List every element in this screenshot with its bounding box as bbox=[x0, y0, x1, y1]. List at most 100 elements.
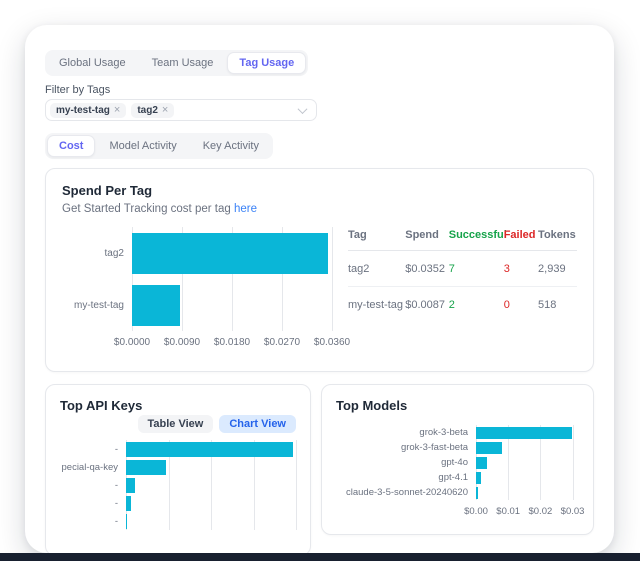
tab-team-usage[interactable]: Team Usage bbox=[151, 57, 214, 69]
bar bbox=[476, 486, 478, 499]
tab-tag-usage[interactable]: Tag Usage bbox=[227, 52, 307, 74]
tab-global-usage[interactable]: Global Usage bbox=[59, 57, 126, 69]
top-models-card: Top Models grok-3-beta grok-3-fast-beta gp… bbox=[321, 384, 594, 535]
bar-track bbox=[126, 513, 296, 529]
bar bbox=[126, 441, 294, 457]
top-api-keys-card: Top API Keys Table View Chart View - peci… bbox=[45, 384, 311, 556]
bar bbox=[126, 459, 166, 475]
bar bbox=[126, 513, 128, 529]
category-label: gpt-4o bbox=[441, 457, 468, 468]
tab-key-activity[interactable]: Key Activity bbox=[202, 140, 259, 152]
top-api-keys-chart: - pecial-qa-key - - - bbox=[60, 440, 297, 530]
gridline bbox=[296, 440, 297, 530]
table-cell: 2,939 bbox=[538, 263, 566, 275]
top-models-title: Top Models bbox=[336, 398, 408, 413]
subtitle-text: Get Started Tracking cost per tag bbox=[62, 203, 231, 215]
top-models-chart: grok-3-beta grok-3-fast-beta gpt-4o gpt-4.1… bbox=[336, 425, 584, 520]
chart-row-claude-3-5-sonnet-20240620: claude-3-5-sonnet-20240620 bbox=[336, 485, 579, 500]
table-cell: 7 bbox=[448, 263, 455, 275]
chevron-down-icon[interactable] bbox=[297, 103, 308, 114]
gridline bbox=[282, 227, 283, 331]
column-header-tokens: Tokens bbox=[538, 227, 577, 251]
category-label: gpt-4.1 bbox=[438, 472, 468, 483]
x-axis: $0.0000 $0.0090 $0.0180 $0.0270 $0.0360 bbox=[114, 335, 350, 351]
bar bbox=[132, 284, 181, 326]
category-label: grok-3-fast-beta bbox=[400, 442, 468, 453]
table-row: tag2 $0.0352 7 3 2,939 bbox=[348, 251, 577, 287]
axis-tick-label: $0.0090 bbox=[163, 337, 201, 348]
gridline bbox=[540, 425, 542, 500]
tag-chip-my-test-tag[interactable]: my-test-tag × bbox=[50, 102, 127, 118]
gridline bbox=[168, 440, 170, 530]
table-cell: $0.0087 bbox=[405, 286, 449, 322]
table-cell: my-test-tag bbox=[348, 286, 406, 322]
table-cell: 0 bbox=[503, 286, 539, 322]
view-toggle-buttons: Table View Chart View bbox=[60, 415, 296, 433]
table-cell: 2 bbox=[448, 286, 504, 322]
chart-view-button[interactable]: Chart View bbox=[219, 415, 296, 433]
table-header-row: Tag Spend Successful Failed Tokens bbox=[348, 227, 577, 251]
spend-per-tag-table: Tag Spend Successful Failed Tokens tag2 $0.035… bbox=[348, 227, 577, 322]
column-header-tag: Tag bbox=[348, 227, 406, 251]
axis-tick-label: $0.0000 bbox=[113, 337, 151, 348]
category-label: pecial-qa-key bbox=[61, 461, 119, 473]
table-cell: $0.0352 bbox=[405, 263, 446, 275]
chart-row-item: - bbox=[60, 512, 296, 530]
axis-tick-label: $0.0180 bbox=[213, 337, 251, 348]
remove-tag-icon[interactable]: × bbox=[161, 103, 169, 116]
table-view-button[interactable]: Table View bbox=[137, 415, 214, 433]
category-label: tag2 bbox=[104, 247, 124, 259]
table-cell: 3 bbox=[503, 263, 510, 275]
bar-track bbox=[126, 459, 296, 475]
gridline bbox=[332, 227, 333, 331]
axis-tick-label: $0.03 bbox=[560, 506, 585, 517]
bar-track bbox=[132, 232, 332, 274]
table-cell: tag2 bbox=[348, 263, 370, 275]
table-row: my-test-tag $0.0087 2 0 518 bbox=[348, 286, 577, 322]
spend-per-tag-table-wrap: Tag Spend Successful Failed Tokens tag2 $0.035… bbox=[348, 227, 577, 351]
view-tabs: Cost Model Activity Key Activity bbox=[45, 133, 273, 159]
chart-row-pecial-qa-key: pecial-qa-key bbox=[60, 458, 296, 476]
bar bbox=[126, 477, 136, 493]
bar-track bbox=[476, 456, 579, 469]
bar bbox=[476, 426, 572, 439]
bar bbox=[132, 232, 328, 274]
chart-row-item: - bbox=[60, 440, 296, 458]
spend-per-tag-chart: tag2 my-test-tag $0.0000 $0.0090 $0.0180 $0.0… bbox=[62, 227, 350, 351]
category-label: grok-3-beta bbox=[419, 427, 468, 438]
table-cell: 518 bbox=[538, 286, 577, 322]
gridline bbox=[132, 227, 133, 331]
category-label: claude-3-5-sonnet-20240620 bbox=[345, 487, 468, 498]
bar-track bbox=[126, 495, 296, 511]
bar bbox=[126, 495, 132, 511]
chart-row-gpt-4o: gpt-4o bbox=[336, 455, 579, 470]
bar-track bbox=[476, 441, 579, 454]
chart-row-item: - bbox=[60, 494, 296, 512]
tag-filter-select[interactable]: my-test-tag × tag2 × bbox=[45, 99, 317, 121]
filter-by-tags-label: Filter by Tags bbox=[45, 84, 111, 96]
x-axis: $0.00 $0.01 $0.02 $0.03 bbox=[464, 504, 584, 520]
tag-chip-tag2[interactable]: tag2 × bbox=[131, 102, 175, 118]
category-label: - bbox=[114, 443, 118, 455]
bottom-dark-bar bbox=[0, 553, 640, 561]
gridline bbox=[182, 227, 183, 331]
column-header-spend: Spend bbox=[405, 227, 449, 251]
chart-row-tag2: tag2 bbox=[62, 227, 332, 279]
remove-tag-icon[interactable]: × bbox=[113, 103, 121, 116]
tab-model-activity[interactable]: Model Activity bbox=[109, 140, 177, 152]
axis-tick-label: $0.02 bbox=[528, 506, 553, 517]
spend-per-tag-subtitle: Get Started Tracking cost per tag here bbox=[62, 203, 577, 215]
gridline bbox=[508, 425, 510, 500]
tab-cost[interactable]: Cost bbox=[47, 135, 96, 157]
column-header-successful: Successful bbox=[448, 227, 507, 251]
bar-track bbox=[132, 284, 332, 326]
chart-row-grok-3-beta: grok-3-beta bbox=[336, 425, 579, 440]
usage-tabs: Global Usage Team Usage Tag Usage bbox=[45, 50, 309, 76]
bar bbox=[476, 441, 503, 454]
bar-track bbox=[126, 477, 296, 493]
chart-row-grok-3-fast-beta: grok-3-fast-beta bbox=[336, 440, 579, 455]
gridline bbox=[253, 440, 255, 530]
top-api-keys-title: Top API Keys bbox=[60, 398, 143, 413]
here-link[interactable]: here bbox=[233, 203, 257, 215]
